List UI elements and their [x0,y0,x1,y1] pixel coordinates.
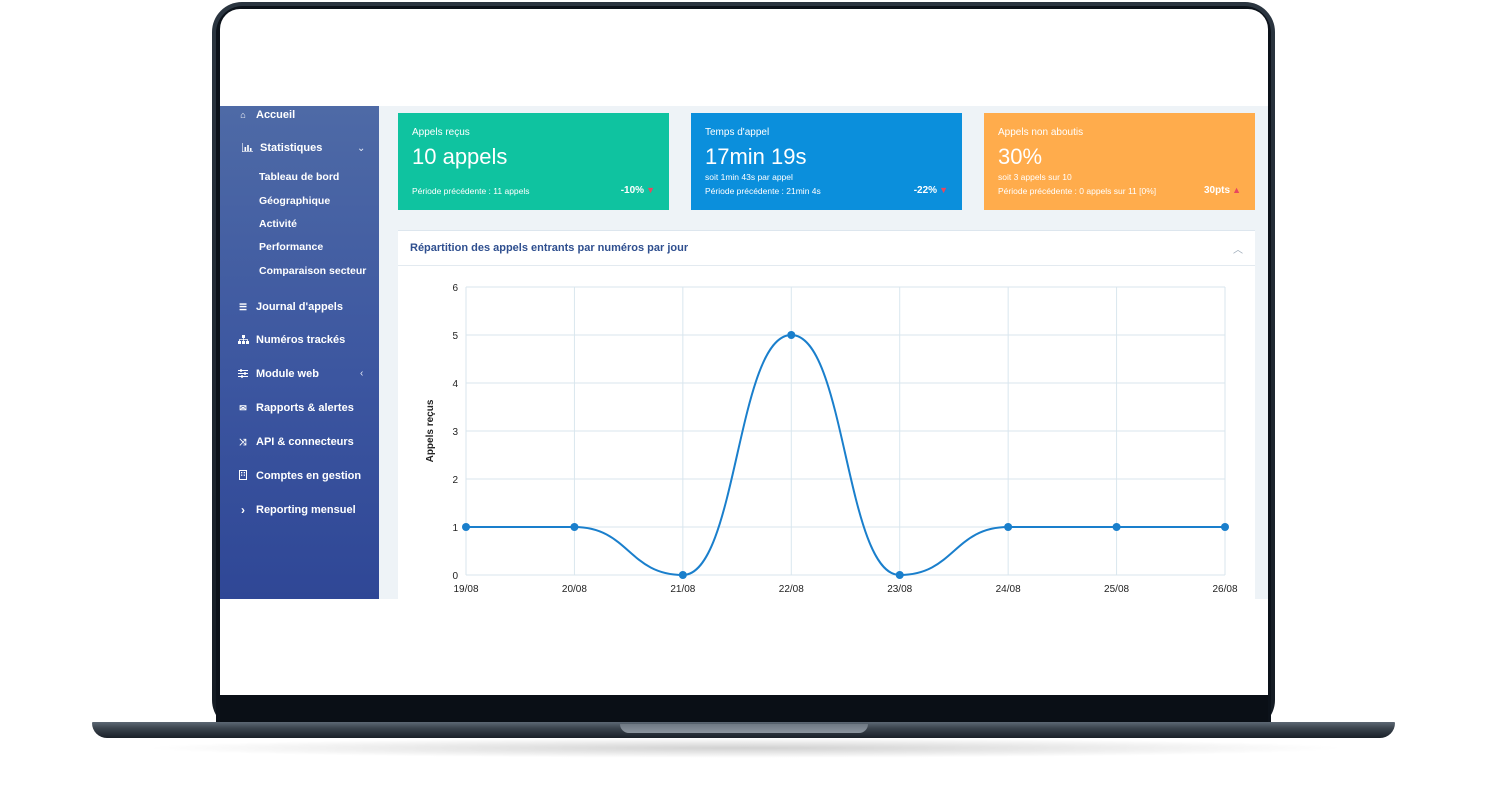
sidebar: ⌂ Accueil Statistiques ⌄ Tableau de bord… [220,106,379,599]
y-tick-label: 1 [452,523,458,534]
screen: ⌂ Accueil Statistiques ⌄ Tableau de bord… [220,9,1268,695]
sidebar-item-label: Module web [256,368,319,380]
line-chart: 0 1 2 3 4 5 6 19/08 20/08 21/08 22/08 23/08 24/08 25/… [425,283,1238,595]
list-icon: ☰ [238,301,248,312]
sidebar-subitem-activite[interactable]: Activité [259,218,297,230]
chevron-left-icon[interactable]: ‹ [360,368,364,379]
chevron-down-icon[interactable]: ⌄ [357,143,366,154]
sidebar-subitem-comparaison-secteur[interactable]: Comparaison secteur [259,265,367,277]
x-tick-label: 24/08 [996,584,1021,595]
card-label: Appels reçus [412,127,470,138]
x-tick-label: 26/08 [1212,584,1237,595]
sidebar-item-api[interactable]: ⤨ API & connecteurs [236,436,354,448]
data-point [570,523,579,531]
y-tick-label: 3 [452,427,458,438]
chart-panel: Répartition des appels entrants par numé… [398,230,1255,600]
sidebar-subitem-tableau-de-bord[interactable]: Tableau de bord [259,171,340,183]
sitemap-icon [236,334,250,346]
card-previous: Période précédente : 21min 4s [705,185,821,196]
home-icon: ⌂ [240,110,246,120]
y-tick-label: 4 [452,379,458,390]
sidebar-item-label: API & connecteurs [256,436,354,448]
trend-up-icon: ▲ [1232,185,1241,195]
card-delta: -22% [913,185,938,196]
y-tick-label: 5 [452,331,458,342]
y-tick-label: 0 [452,571,458,582]
bar-chart-icon [240,142,254,154]
card-value: 17min 19s [705,144,807,169]
card-sub: soit 3 appels sur 10 [998,172,1072,182]
sidebar-item-journal[interactable]: ☰ Journal d'appels [236,301,343,313]
x-tick-label: 19/08 [453,584,478,595]
card-label: Appels non aboutis [998,127,1084,138]
x-tick-label: 22/08 [779,584,804,595]
card-previous: Période précédente : 0 appels sur 11 [0%… [998,185,1157,196]
card-delta: 30pts [1203,185,1231,196]
y-axis-label: Appels reçus [425,399,436,462]
data-point [787,331,796,339]
kpi-card-non-aboutis: Appels non aboutis 30% soit 3 appels sur… [984,113,1255,210]
random-icon: ⤨ [239,436,247,447]
sidebar-item-label: Numéros trackés [256,334,346,346]
sidebar-item-module-web[interactable]: Module web [236,368,319,380]
building-icon [236,470,250,482]
kpi-card-temps-appel: Temps d'appel 17min 19s soit 1min 43s pa… [691,113,962,210]
chevron-right-icon: › [241,503,245,517]
card-value: 30% [998,144,1043,169]
sidebar-item-label: Reporting mensuel [256,504,356,516]
y-tick-label: 6 [452,283,458,294]
laptop-notch [620,724,868,733]
sidebar-item-numeros[interactable]: Numéros trackés [236,334,345,346]
series-line [466,333,1225,577]
data-point [462,523,470,531]
laptop-shadow [140,738,1350,758]
trend-down-icon: ▼ [939,185,948,195]
sidebar-item-label: Journal d'appels [256,301,343,313]
sidebar-item-label: Statistiques [260,142,323,154]
sidebar-item-reporting[interactable]: › Reporting mensuel [236,503,356,517]
data-point [678,571,687,579]
app: ⌂ Accueil Statistiques ⌄ Tableau de bord… [220,106,1268,600]
data-point [1004,523,1013,531]
card-delta: -10% [620,185,645,196]
data-point [895,571,904,579]
x-tick-label: 21/08 [670,584,695,595]
card-previous: Période précédente : 11 appels [412,185,530,196]
card-label: Temps d'appel [705,127,770,138]
x-tick-label: 25/08 [1104,584,1129,595]
sidebar-subitem-performance[interactable]: Performance [259,241,324,253]
data-point [1112,523,1121,531]
sidebar-item-label: Rapports & alertes [256,402,354,414]
trend-down-icon: ▼ [646,185,655,195]
sidebar-item-rapports[interactable]: ✉ Rapports & alertes [236,402,354,414]
panel-header[interactable]: Répartition des appels entrants par numé… [398,231,1255,266]
sliders-icon [236,368,250,380]
screen-bezel [220,695,1268,723]
sidebar-item-accueil[interactable]: ⌂ Accueil [236,109,295,121]
panel-title: Répartition des appels entrants par numé… [410,242,689,254]
x-tick-label: 20/08 [562,584,587,595]
card-value: 10 appels [412,144,508,169]
chevron-up-icon[interactable]: ︿ [1233,244,1243,256]
envelope-icon: ✉ [239,402,247,413]
sidebar-item-label: Comptes en gestion [256,470,362,482]
x-tick-label: 23/08 [887,584,912,595]
data-point [1221,523,1229,531]
sidebar-item-comptes[interactable]: Comptes en gestion [236,470,361,482]
kpi-card-appels-recus: Appels reçus 10 appels Période précédent… [398,113,669,210]
sidebar-item-statistiques[interactable]: Statistiques [240,142,322,154]
card-sub: soit 1min 43s par appel [705,172,793,182]
sidebar-item-label: Accueil [256,109,296,121]
y-tick-label: 2 [452,475,458,486]
sidebar-subitem-geographique[interactable]: Géographique [259,195,331,207]
